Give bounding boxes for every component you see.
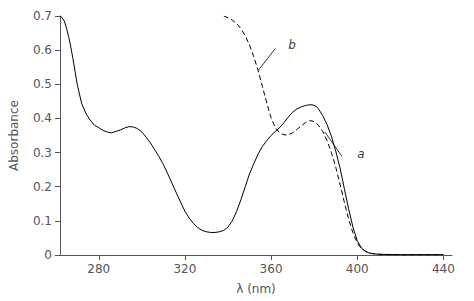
svg-text:440: 440	[432, 262, 455, 276]
svg-text:0: 0	[44, 248, 52, 262]
svg-text:0.6: 0.6	[33, 43, 52, 57]
svg-text:b: b	[288, 38, 296, 52]
svg-text:280: 280	[87, 262, 110, 276]
svg-text:360: 360	[260, 262, 283, 276]
svg-text:λ (nm): λ (nm)	[236, 282, 276, 296]
svg-text:0.4: 0.4	[33, 111, 52, 125]
svg-text:0.7: 0.7	[33, 9, 52, 23]
svg-text:a: a	[357, 147, 364, 161]
svg-text:400: 400	[346, 262, 369, 276]
svg-text:320: 320	[173, 262, 196, 276]
svg-text:0.5: 0.5	[33, 77, 52, 91]
svg-text:Absorbance: Absorbance	[7, 100, 21, 171]
svg-text:0.3: 0.3	[33, 146, 52, 160]
svg-text:0.2: 0.2	[33, 180, 52, 194]
svg-text:0.1: 0.1	[33, 214, 52, 228]
